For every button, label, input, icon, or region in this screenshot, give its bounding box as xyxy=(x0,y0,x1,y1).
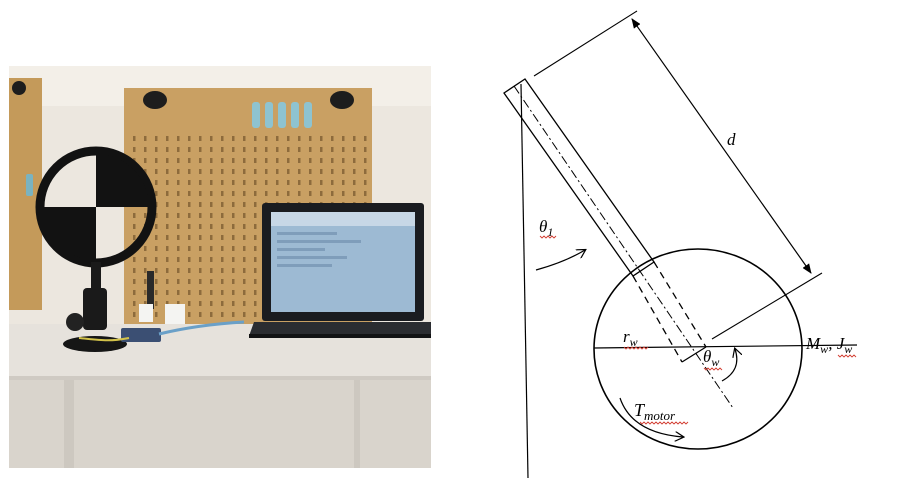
rod-dashed-edge xyxy=(632,275,683,363)
vertical-reference-line xyxy=(520,83,529,479)
wheel-horizontal-line xyxy=(593,344,858,349)
tmotor-label: Tmotor xyxy=(634,400,689,425)
svg-text:rw: rw xyxy=(623,327,638,349)
white-box xyxy=(139,304,153,322)
wheel-circle xyxy=(593,248,803,450)
pendulum-rod xyxy=(503,78,655,277)
thetaw-arrow xyxy=(721,349,737,382)
thetaw-label: θw xyxy=(703,347,723,371)
pegboard-left xyxy=(9,78,42,310)
svg-text:θ1: θ1 xyxy=(539,217,553,239)
white-box xyxy=(165,304,185,324)
rod-dashed-end xyxy=(681,346,707,363)
d-extension-top xyxy=(533,10,638,77)
theta1-arrow xyxy=(535,250,585,271)
reaction-wheel xyxy=(35,146,157,352)
rod-centerline xyxy=(513,85,734,409)
setup-photo xyxy=(9,66,431,468)
cable-clips xyxy=(252,102,312,128)
d-extension-bottom xyxy=(711,272,823,340)
mw-jw-label: Mw, Jw xyxy=(805,334,857,358)
svg-text:Tmotor: Tmotor xyxy=(634,400,676,423)
theta1-label: θ1 xyxy=(539,217,557,239)
rod-dashed-edge xyxy=(653,261,707,348)
d-label: d xyxy=(727,130,736,149)
rw-label: rw xyxy=(623,327,649,350)
table xyxy=(9,324,431,468)
d-dimension-arrow xyxy=(631,18,812,274)
electronics-board xyxy=(78,320,245,342)
laptop xyxy=(249,203,431,338)
svg-text:Mw, Jw: Mw, Jw xyxy=(805,334,852,356)
svg-text:θw: θw xyxy=(703,347,719,369)
tmotor-arrow xyxy=(619,397,683,437)
